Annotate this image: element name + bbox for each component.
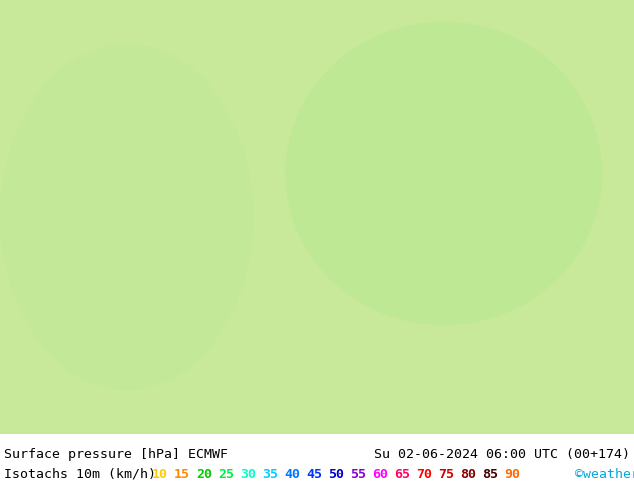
Text: Surface pressure [hPa] ECMWF: Surface pressure [hPa] ECMWF — [4, 448, 228, 461]
Text: 70: 70 — [416, 468, 432, 481]
Text: 90: 90 — [504, 468, 520, 481]
Text: 20: 20 — [196, 468, 212, 481]
Text: 15: 15 — [174, 468, 190, 481]
Text: 25: 25 — [218, 468, 234, 481]
Text: 85: 85 — [482, 468, 498, 481]
Text: Su 02-06-2024 06:00 UTC (00+174): Su 02-06-2024 06:00 UTC (00+174) — [374, 448, 630, 461]
Text: 35: 35 — [262, 468, 278, 481]
Text: 55: 55 — [350, 468, 366, 481]
Text: 75: 75 — [438, 468, 454, 481]
Text: 10: 10 — [152, 468, 168, 481]
Text: 80: 80 — [460, 468, 476, 481]
Text: 65: 65 — [394, 468, 410, 481]
Text: 60: 60 — [372, 468, 388, 481]
Ellipse shape — [285, 22, 602, 325]
Text: 40: 40 — [284, 468, 300, 481]
Ellipse shape — [0, 44, 254, 391]
Text: Isotachs 10m (km/h): Isotachs 10m (km/h) — [4, 468, 156, 481]
Text: ©weatheronline.co.uk: ©weatheronline.co.uk — [575, 468, 634, 481]
Text: 30: 30 — [240, 468, 256, 481]
Text: 45: 45 — [306, 468, 322, 481]
Text: 50: 50 — [328, 468, 344, 481]
